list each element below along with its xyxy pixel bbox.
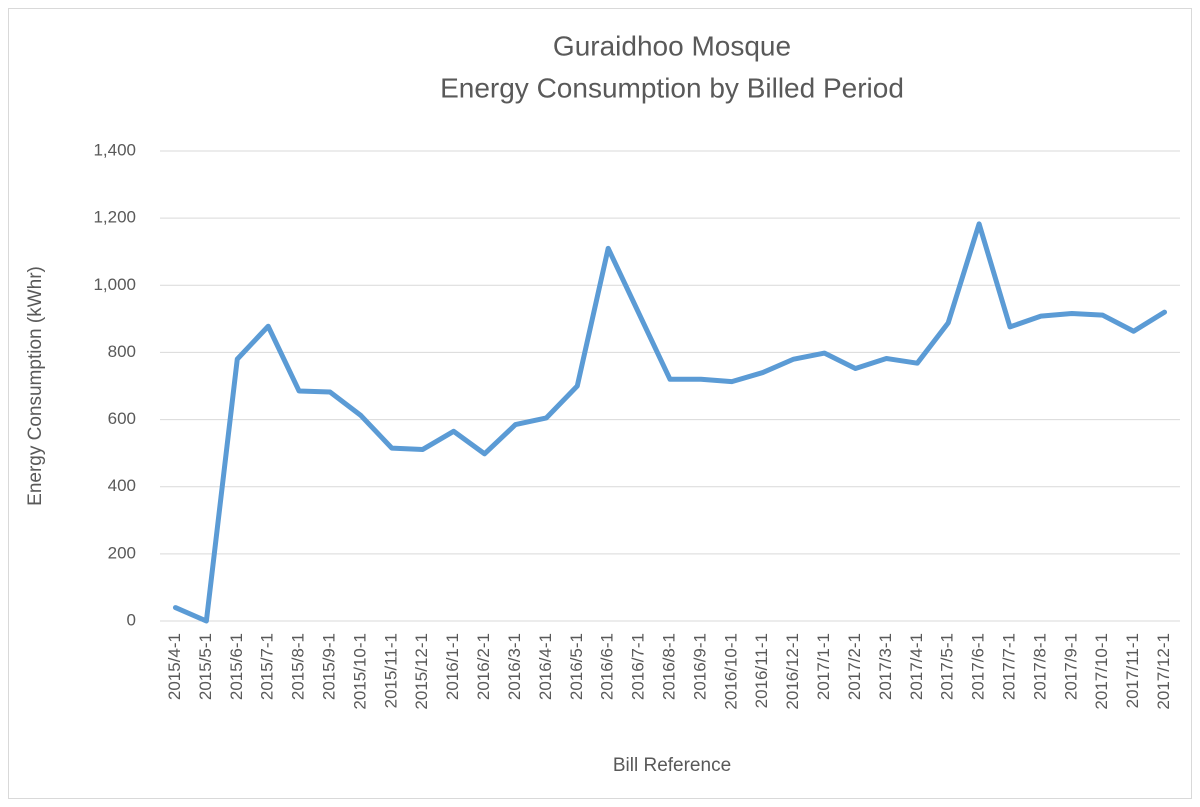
x-tick-label: 2015/6-1 — [227, 633, 246, 700]
chart-border — [8, 8, 1192, 799]
x-tick-label: 2015/8-1 — [289, 633, 308, 700]
x-tick-label: 2017/10-1 — [1092, 633, 1111, 710]
x-tick-label: 2016/7-1 — [629, 633, 648, 700]
x-tick-label: 2017/9-1 — [1061, 633, 1080, 700]
x-tick-label: 2016/3-1 — [505, 633, 524, 700]
x-tick-label: 2017/4-1 — [907, 633, 926, 700]
x-tick-label: 2015/5-1 — [196, 633, 215, 700]
y-tick-label: 400 — [108, 476, 136, 495]
y-axis-label: Energy Consumption (kWhr) — [25, 266, 46, 506]
x-tick-label: 2016/2-1 — [474, 633, 493, 700]
x-tick-label: 2017/12-1 — [1154, 633, 1173, 710]
x-tick-label: 2015/4-1 — [165, 633, 184, 700]
x-tick-label: 2016/8-1 — [659, 633, 678, 700]
x-tick-label: 2016/10-1 — [721, 633, 740, 710]
chart-title: Guraidhoo Mosque — [553, 30, 791, 61]
x-tick-label: 2016/4-1 — [536, 633, 555, 700]
x-tick-label: 2017/5-1 — [938, 633, 957, 700]
x-tick-label: 2016/9-1 — [690, 633, 709, 700]
x-tick-label: 2017/6-1 — [969, 633, 988, 700]
y-tick-label: 0 — [127, 610, 136, 629]
y-tick-label: 1,000 — [93, 275, 136, 294]
y-tick-label: 200 — [108, 543, 136, 562]
x-axis-label: Bill Reference — [613, 755, 731, 776]
x-tick-label: 2016/5-1 — [567, 633, 586, 700]
x-tick-label: 2017/11-1 — [1123, 633, 1142, 708]
x-tick-label: 2016/12-1 — [783, 633, 802, 710]
x-tick-label: 2016/1-1 — [443, 633, 462, 700]
x-tick-label: 2017/8-1 — [1030, 633, 1049, 700]
data-line — [172, 221, 1168, 624]
y-tick-label: 1,400 — [93, 140, 136, 159]
x-tick-label: 2017/2-1 — [845, 633, 864, 700]
x-tick-label: 2016/11-1 — [752, 633, 771, 708]
x-tick-label: 2015/12-1 — [412, 633, 431, 710]
x-tick-label: 2017/7-1 — [999, 633, 1018, 700]
y-tick-label: 1,200 — [93, 208, 136, 227]
x-tick-label: 2015/9-1 — [319, 633, 338, 700]
x-tick-label: 2015/7-1 — [258, 633, 277, 700]
x-tick-label: 2017/1-1 — [814, 633, 833, 700]
x-tick-label: 2015/11-1 — [381, 633, 400, 708]
y-tick-label: 600 — [108, 409, 136, 428]
x-tick-label: 2015/10-1 — [350, 633, 369, 710]
y-tick-label: 800 — [108, 342, 136, 361]
chart-subtitle: Energy Consumption by Billed Period — [440, 72, 904, 103]
x-tick-label: 2017/3-1 — [876, 633, 895, 700]
x-tick-label: 2016/6-1 — [598, 633, 617, 700]
